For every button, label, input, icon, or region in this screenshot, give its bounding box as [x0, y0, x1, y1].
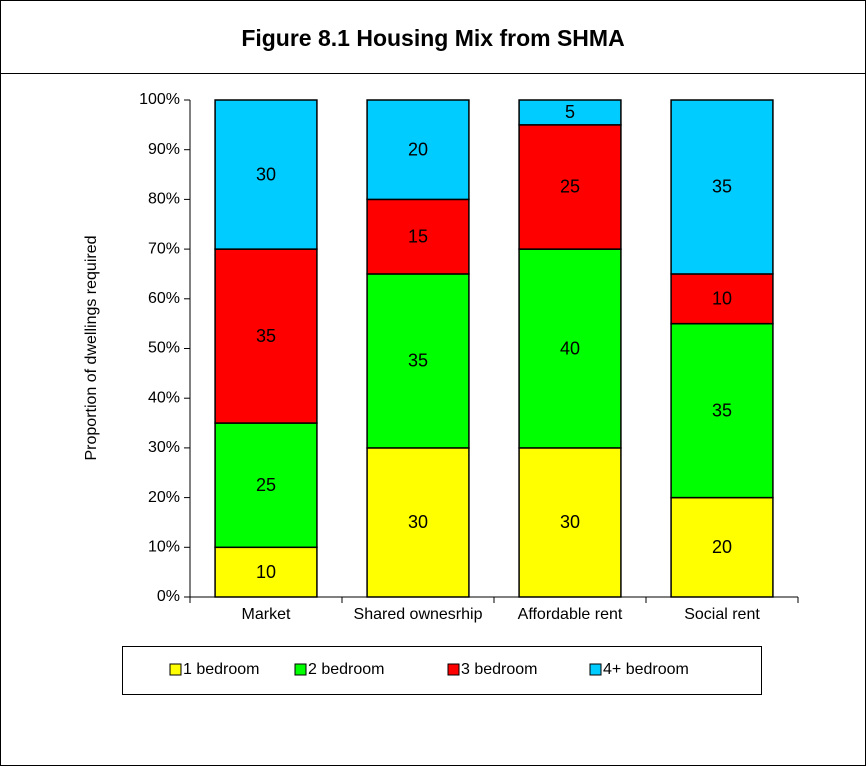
data-label: 35 — [712, 400, 732, 420]
x-tick-label: Market — [242, 606, 291, 623]
legend-box — [122, 646, 762, 695]
bar-segment — [214, 248, 318, 424]
y-tick-label: 40% — [148, 389, 180, 406]
y-tick-label: 30% — [148, 439, 180, 456]
data-label: 30 — [256, 164, 276, 184]
data-label: 35 — [712, 177, 732, 197]
bar-segment — [670, 273, 774, 325]
data-label: 35 — [256, 326, 276, 346]
bar-segment — [670, 99, 774, 275]
bar-segment — [366, 273, 470, 449]
y-tick-label: 70% — [148, 240, 180, 257]
chart-title: Figure 8.1 Housing Mix from SHMA — [241, 25, 624, 51]
bar-segment — [366, 99, 470, 201]
legend-swatch — [169, 663, 182, 676]
legend-swatch — [294, 663, 307, 676]
x-tick-label: Shared ownesrhip — [354, 606, 483, 623]
legend-swatch — [589, 663, 602, 676]
data-label: 30 — [560, 512, 580, 532]
bar-segment — [366, 447, 470, 598]
legend-label: 1 bedroom — [183, 661, 260, 678]
x-tick-label: Social rent — [684, 606, 760, 623]
data-label: 20 — [408, 139, 428, 159]
legend-label: 4+ bedroom — [603, 661, 689, 678]
y-tick-label: 10% — [148, 539, 180, 556]
data-label: 10 — [256, 562, 276, 582]
bar-segment — [670, 322, 774, 499]
data-label: 40 — [560, 338, 580, 358]
bar-segment — [518, 124, 622, 250]
legend-label: 3 bedroom — [461, 661, 538, 678]
bar-segment — [518, 248, 622, 449]
y-tick-label: 60% — [148, 290, 180, 307]
legend-swatch — [447, 663, 460, 676]
data-label: 30 — [408, 512, 428, 532]
bar-segment — [214, 99, 318, 250]
data-label: 15 — [408, 226, 428, 246]
y-tick-label: 100% — [139, 91, 180, 108]
bar-segment — [518, 99, 622, 126]
y-axis-label: Proportion of dwellings required — [83, 235, 100, 460]
data-label: 20 — [712, 537, 732, 557]
data-label: 10 — [712, 289, 732, 309]
data-label: 25 — [256, 475, 276, 495]
data-label: 35 — [408, 351, 428, 371]
y-tick-label: 0% — [157, 588, 180, 605]
data-label: 5 — [565, 102, 575, 122]
data-label: 25 — [560, 177, 580, 197]
legend-label: 2 bedroom — [308, 661, 385, 678]
y-tick-label: 90% — [148, 141, 180, 158]
y-tick-label: 80% — [148, 191, 180, 208]
x-tick-label: Affordable rent — [518, 606, 623, 623]
y-tick-label: 20% — [148, 489, 180, 506]
bar-segment — [518, 447, 622, 598]
y-tick-label: 50% — [148, 340, 180, 357]
